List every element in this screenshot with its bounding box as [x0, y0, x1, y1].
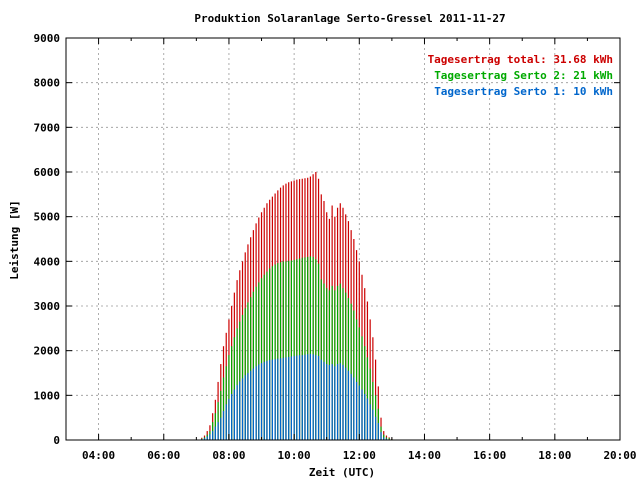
- x-tick-label: 06:00: [147, 449, 180, 462]
- series-2-bars: [198, 256, 393, 440]
- legend-entry-1: Tagesertrag total: 31.68 kWh: [428, 53, 613, 66]
- y-tick-label: 9000: [34, 32, 61, 45]
- x-tick-label: 08:00: [212, 449, 245, 462]
- x-tick-label: 20:00: [603, 449, 636, 462]
- y-tick-label: 1000: [34, 389, 61, 402]
- chart-title: Produktion Solaranlage Serto-Gressel 201…: [194, 12, 505, 25]
- y-tick-label: 2000: [34, 345, 61, 358]
- y-tick-label: 0: [53, 434, 60, 447]
- y-axis-label: Leistung [W]: [8, 200, 21, 279]
- series-3-bars: [198, 353, 393, 440]
- axis-ticks: 0 1000 2000 3000 4000 5000 6000 7000 8000 9000 04:…: [34, 32, 637, 462]
- legend-entry-3: Tagesertrag Serto 1: 10 kWh: [434, 85, 613, 98]
- bar-series: [198, 172, 393, 440]
- x-tick-label: 10:00: [278, 449, 311, 462]
- y-tick-label: 6000: [34, 166, 61, 179]
- y-tick-label: 4000: [34, 255, 61, 268]
- legend: Tagesertrag total: 31.68 kWh Tagesertrag …: [428, 53, 613, 98]
- y-tick-label: 8000: [34, 77, 61, 90]
- x-axis-label: Zeit (UTC): [309, 466, 375, 479]
- y-tick-label: 5000: [34, 211, 61, 224]
- x-tick-label: 12:00: [343, 449, 376, 462]
- legend-entry-2: Tagesertrag Serto 2: 21 kWh: [434, 69, 613, 82]
- x-tick-label: 16:00: [473, 449, 506, 462]
- y-tick-label: 7000: [34, 121, 61, 134]
- plot-frame: [65, 37, 621, 441]
- x-tick-label: 04:00: [82, 449, 115, 462]
- y-tick-label: 3000: [34, 300, 61, 313]
- x-tick-label: 18:00: [538, 449, 571, 462]
- x-tick-label: 14:00: [408, 449, 441, 462]
